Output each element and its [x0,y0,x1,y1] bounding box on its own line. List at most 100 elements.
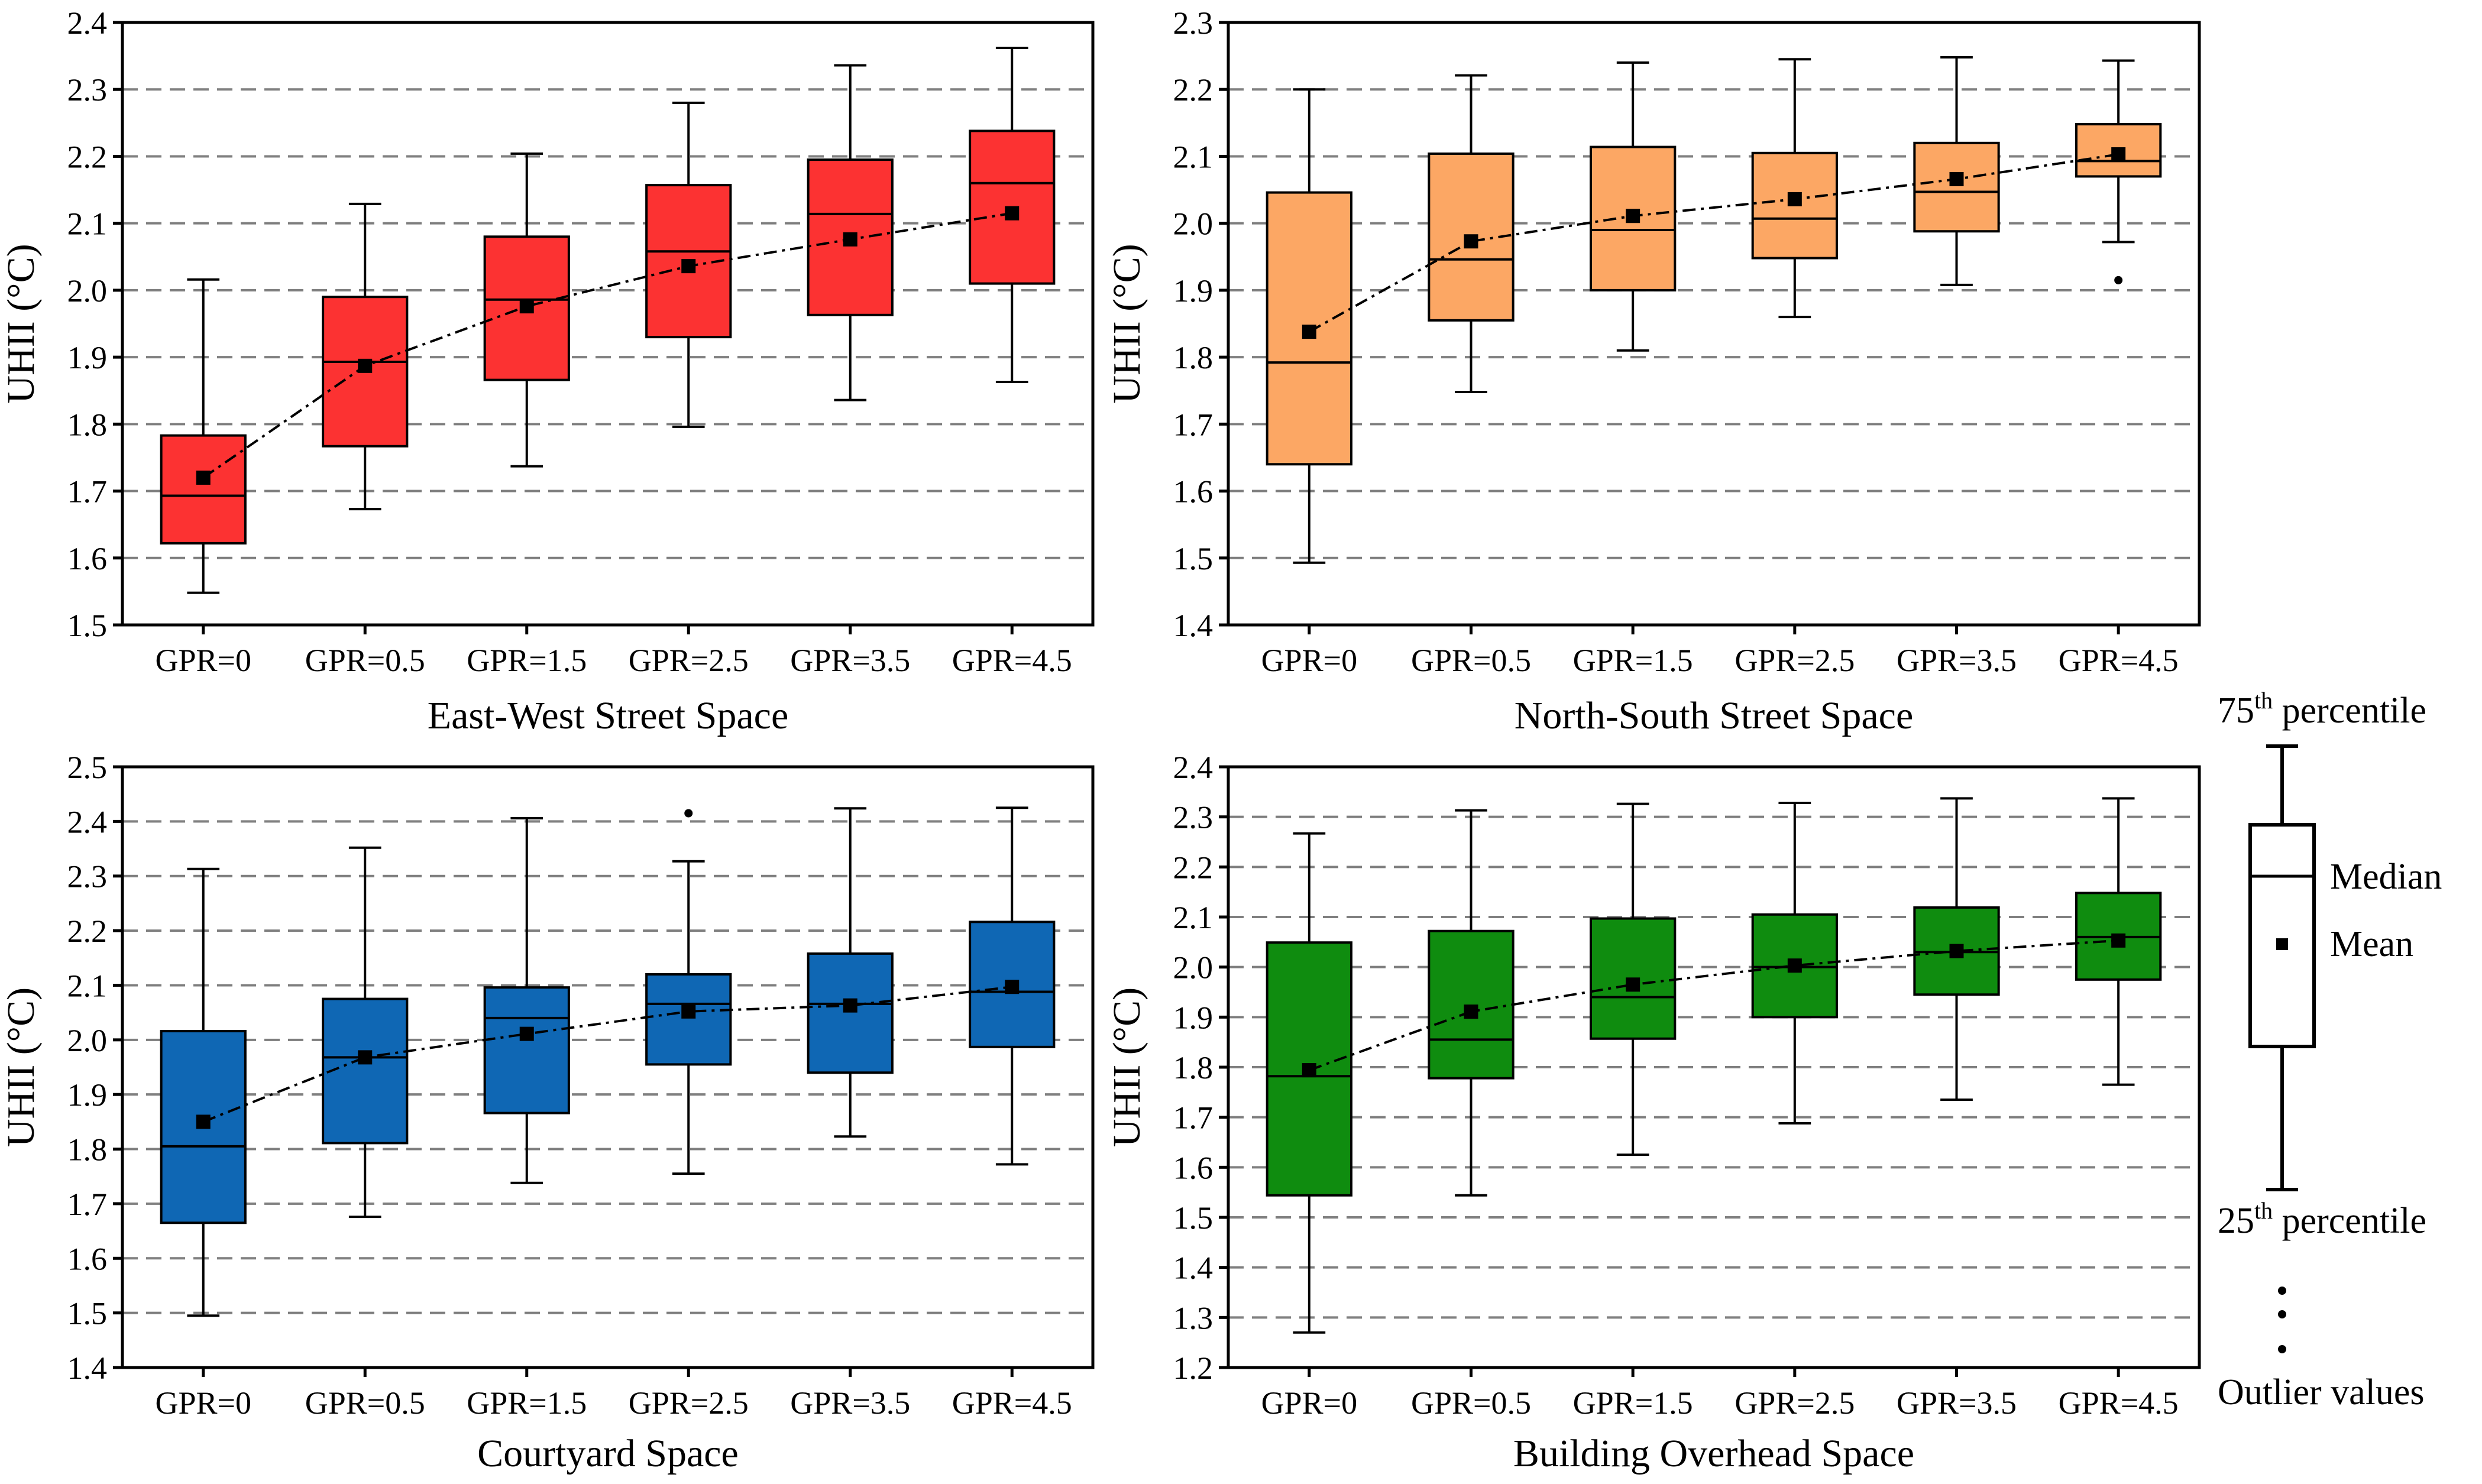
y-tick-label: 1.7 [67,1187,108,1222]
plot-frame [1227,765,2201,1369]
box-iqr [483,986,570,1114]
x-tick-label: GPR=0 [155,1385,251,1421]
y-tick-label: 1.5 [67,1296,108,1331]
box-iqr [1913,141,2000,233]
y-tick-label: 2.1 [1173,139,1214,174]
y-tick-label: 1.9 [1173,273,1214,309]
panel-title: Courtyard Space [477,1432,739,1475]
x-tick-label: GPR=1.5 [1573,1385,1693,1421]
box-legend: 75th percentile Median Mean 25th percent… [2218,687,2442,1412]
mean-marker [358,358,373,373]
outlier-point [2114,276,2123,284]
y-tick-label: 2.4 [67,804,108,840]
box-iqr [322,997,409,1145]
x-tick-label: GPR=2.5 [1735,643,1855,678]
mean-marker [1949,944,1964,958]
outlier-point [684,809,693,818]
y-tick-label: 1.6 [67,1241,108,1276]
mean-marker [1464,1005,1478,1019]
mean-marker [1787,958,1802,973]
mean-marker [1005,980,1020,994]
mean-marker [196,470,211,485]
mean-marker [1626,977,1640,992]
panel-title: North-South Street Space [1515,694,1914,737]
y-tick-label: 1.8 [67,1132,108,1168]
mean-trend-line [203,986,1012,1123]
y-tick-label: 1.8 [1173,1050,1214,1086]
legend-mean-label: Mean [2330,924,2413,964]
y-tick-label: 2.0 [67,1023,108,1058]
x-tick-label: GPR=0.5 [1411,643,1531,678]
y-tick-label: 1.9 [1173,1000,1214,1035]
mean-marker [1302,1063,1316,1078]
mean-marker [1464,234,1478,249]
x-tick-label: GPR=4.5 [2059,1385,2179,1421]
x-tick-label: GPR=3.5 [1897,643,2017,678]
x-tick-label: GPR=3.5 [790,1385,910,1421]
x-tick-label: GPR=4.5 [952,1385,1072,1421]
y-tick-label: 1.9 [67,1077,108,1113]
mean-marker [843,998,857,1013]
mean-marker [681,259,696,274]
x-tick-label: GPR=3.5 [1897,1385,2017,1421]
x-tick-label: GPR=1.5 [467,643,587,678]
y-tick-label: 1.8 [67,407,108,442]
legend-outlier-dot [2278,1287,2286,1295]
plot-frame [121,21,1095,627]
legend-box [2248,823,2316,1048]
mean-marker [358,1050,373,1065]
mean-trend-line [1308,153,2119,333]
y-tick-label: 1.2 [1173,1350,1214,1386]
y-tick-label: 1.7 [1173,407,1214,442]
box-iqr [2075,123,2162,178]
y-axis-label: UHII (°C) [0,987,43,1147]
mean-marker [843,232,857,247]
y-tick-label: 1.4 [67,1350,108,1386]
mean-marker [1005,206,1020,221]
x-tick-label: GPR=4.5 [952,643,1072,678]
panel-building-overhead: 1.2 1.3 1.4 1.5 1.6 1.7 1.8 1.9 2.0 2.1 2.2 2.3 2.4 U… [1105,750,2201,1475]
y-axis-label: UHII (°C) [1105,244,1148,403]
y-tick-label: 1.4 [1173,1250,1214,1286]
y-tick-label: 1.5 [1173,541,1214,576]
panel-courtyard: 1.4 1.5 1.6 1.7 1.8 1.9 2.0 2.1 2.2 2.3 2.4 2.5 UHII… [0,750,1095,1475]
y-axis-label: UHII (°C) [0,244,43,403]
y-axis-label: UHII (°C) [1105,987,1148,1147]
mean-marker [1302,325,1316,339]
mean-marker [681,1004,696,1019]
y-tick-label: 2.2 [1173,72,1214,108]
box-iqr [645,973,732,1066]
y-tick-label: 1.3 [1173,1300,1214,1336]
y-tick-label: 2.3 [67,859,108,895]
y-tick-label: 2.2 [1173,850,1214,885]
y-tick-label: 2.1 [67,968,108,1003]
panel-title: East-West Street Space [428,694,788,737]
x-tick-label: GPR=1.5 [1573,643,1693,678]
y-tick-label: 1.7 [1173,1100,1214,1136]
legend-outlier-dot [2278,1310,2286,1318]
x-tick-label: GPR=0 [155,643,251,678]
plot-frame [1227,21,2201,627]
mean-marker [1626,209,1640,223]
y-tick-label: 1.6 [1173,474,1214,510]
y-tick-label: 1.4 [1173,608,1214,643]
y-tick-label: 1.6 [67,541,108,576]
legend-q25-label: 25th percentile [2218,1197,2426,1241]
plot-frame [121,765,1095,1369]
y-tick-label: 2.3 [1173,800,1214,835]
y-tick-label: 1.8 [1173,340,1214,375]
x-tick-label: GPR=0 [1261,643,1358,678]
x-tick-label: GPR=4.5 [2059,643,2179,678]
legend-mean-marker [2276,938,2288,950]
y-tick-label: 1.7 [67,474,108,510]
box-iqr [322,296,409,448]
x-tick-label: GPR=2.5 [1735,1385,1855,1421]
box-iqr [160,434,247,545]
x-tick-label: GPR=3.5 [790,643,910,678]
y-tick-label: 1.5 [67,608,108,643]
mean-marker [2111,933,2126,948]
panel-north-south: 1.4 1.5 1.6 1.7 1.8 1.9 2.0 2.1 2.2 2.3 UHII (°C) G… [1105,5,2201,737]
mean-marker [1787,192,1802,206]
y-tick-label: 2.5 [67,750,108,785]
